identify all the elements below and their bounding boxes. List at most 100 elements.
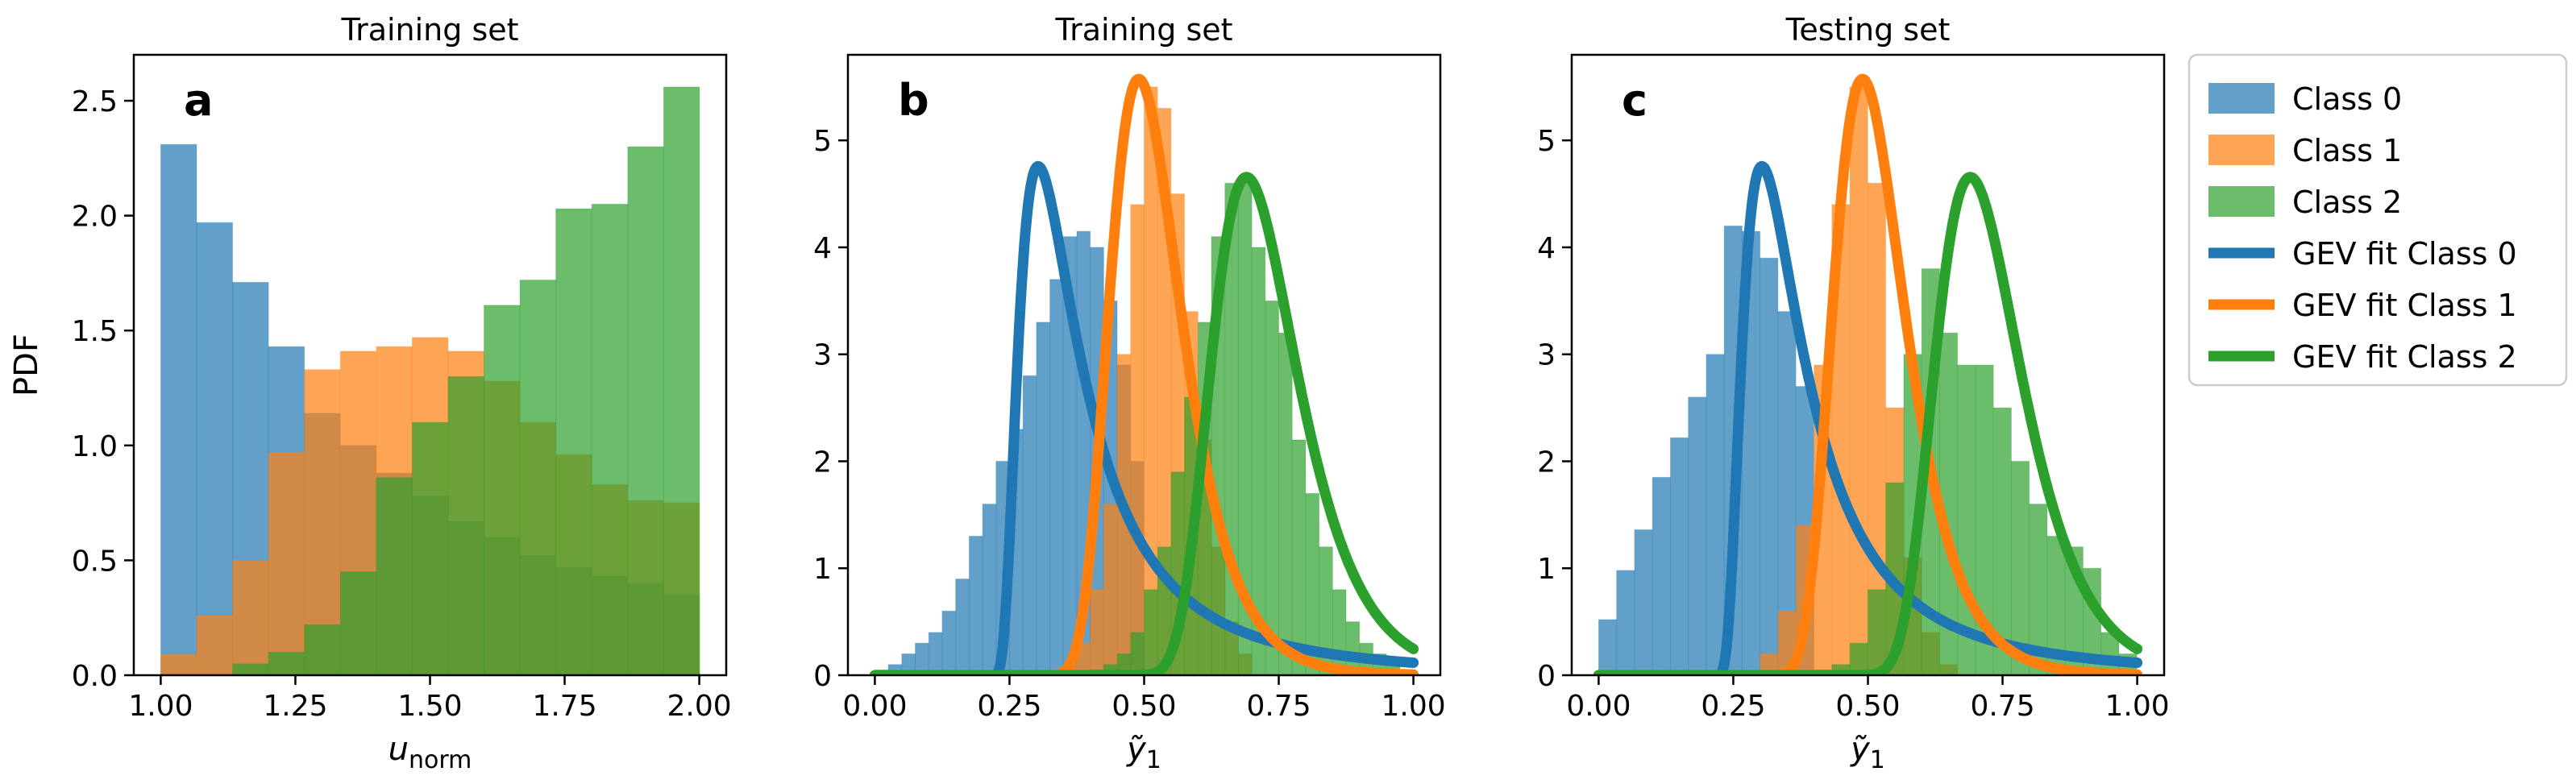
- legend: Class 0 Class 1 Class 2 GEV fit Class 0 GEV …: [2188, 53, 2568, 387]
- chart-title: Training set: [1054, 12, 1232, 48]
- x-tick-label: 1.00: [1381, 690, 1446, 723]
- y-tick-label: 5: [813, 125, 832, 158]
- bar-class-2-bin-10: [519, 279, 557, 675]
- histogram-class-2: [232, 86, 700, 675]
- bar-class-2-bin-7: [411, 421, 449, 675]
- y-tick-label: 3: [813, 339, 832, 372]
- chart-title: Testing set: [1785, 12, 1951, 48]
- bar-class-1-bin-5: [1130, 204, 1145, 675]
- y-tick-label: 0.5: [72, 545, 118, 578]
- x-tick-label: 0.75: [1970, 690, 2034, 723]
- x-axis-label: ỹ1: [1850, 731, 1885, 774]
- bar-class-2-bin-14: [663, 86, 700, 675]
- y-tick-label: 1.5: [72, 315, 118, 348]
- y-tick-label: 1.0: [72, 430, 118, 463]
- y-tick-label: 5: [1537, 125, 1556, 158]
- y-tick-label: 0: [813, 660, 832, 693]
- bar-class-1-bin-6: [1144, 86, 1158, 675]
- panel-c: 0.00 0.25 0.50 0.75 1.00 0 1 2 3 4 5 Testing set c ỹ1: [1537, 12, 2170, 774]
- bar-class-1-bin-1: [196, 615, 234, 675]
- bar-class-0-bin-2: [1634, 529, 1653, 675]
- legend-swatch: [2208, 83, 2275, 114]
- bar-class-0-bin-6: [1706, 354, 1725, 675]
- bar-class-0-bin-3: [1652, 476, 1671, 675]
- legend-label: GEV fit Class 2: [2292, 339, 2517, 375]
- x-tick-label: 0.50: [1111, 690, 1176, 723]
- x-tick-label: 0.25: [1701, 690, 1765, 723]
- x-tick-label: 1.75: [532, 690, 596, 723]
- legend-label: Class 1: [2292, 133, 2402, 168]
- bar-class-0-bin-8: [982, 504, 997, 675]
- bar-class-1-bin-4: [304, 369, 341, 675]
- bar-class-2-bin-9: [484, 305, 521, 675]
- bar-class-0-bin-11: [1022, 375, 1037, 675]
- bar-class-2-bin-18: [1332, 589, 1347, 675]
- legend-label: GEV fit Class 1: [2292, 288, 2517, 323]
- bar-class-0-bin-13: [1049, 279, 1064, 675]
- y-tick-label: 2: [1537, 446, 1556, 479]
- legend-label: GEV fit Class 0: [2292, 236, 2517, 272]
- bar-class-1-bin-3: [1103, 504, 1118, 675]
- bar-class-2-bin-4: [304, 624, 341, 675]
- legend-label: Class 2: [2292, 185, 2402, 220]
- gev-fit-class-1: [869, 73, 1419, 675]
- bar-class-2-bin-14: [1278, 332, 1293, 675]
- x-tick-label: 0.75: [1246, 690, 1311, 723]
- bar-class-2-bin-13: [627, 146, 664, 675]
- x-tick-label: 0.50: [1835, 690, 1900, 723]
- bar-class-2-bin-11: [555, 208, 592, 675]
- bar-class-2-bin-4: [1144, 589, 1158, 675]
- legend-swatch: [2208, 135, 2275, 165]
- legend-label: Class 0: [2292, 81, 2402, 117]
- bar-class-0-bin-4: [928, 632, 943, 675]
- bar-class-2-bin-3: [1130, 632, 1145, 675]
- panel-a: 1.00 1.25 1.50 1.75 2.00 0.0 0.5 1.0 1.5 2.0 2.5 Tr…: [8, 12, 732, 774]
- x-axis-label: unorm: [388, 731, 472, 774]
- x-tick-label: 2.00: [667, 690, 732, 723]
- bar-class-2-bin-3: [268, 651, 305, 675]
- bar-class-0-bin-6: [955, 579, 970, 675]
- y-tick-label: 2: [813, 446, 832, 479]
- bar-class-2-bin-12: [591, 203, 629, 675]
- y-tick-label: 2.5: [72, 85, 118, 118]
- y-tick-label: 0.0: [72, 660, 118, 693]
- x-tick-label: 1.00: [128, 690, 193, 723]
- bar-class-0-bin-7: [968, 535, 983, 675]
- y-tick-label: 3: [1537, 339, 1556, 372]
- gev-fit-class-1: [1593, 73, 2143, 675]
- bar-class-2-bin-13: [1265, 300, 1280, 675]
- histogram-class-0: [1598, 225, 1814, 675]
- bar-class-0-bin-5: [1688, 396, 1707, 675]
- panel-label: a: [184, 75, 213, 126]
- bar-class-2-bin-3: [1867, 589, 1887, 675]
- x-tick-label: 1.25: [263, 690, 327, 723]
- bar-class-1-bin-0: [160, 653, 197, 675]
- bar-class-0-bin-1: [1616, 570, 1635, 675]
- y-tick-label: 4: [813, 232, 832, 265]
- chart-title: Training set: [340, 12, 518, 48]
- y-tick-label: 4: [1537, 232, 1556, 265]
- panel-label: b: [898, 75, 929, 126]
- y-tick-label: 1: [813, 553, 832, 586]
- x-tick-label: 1.50: [397, 690, 462, 723]
- bar-class-1-bin-2: [1090, 589, 1104, 675]
- x-axis-label: ỹ1: [1126, 731, 1161, 774]
- bar-class-2-bin-6: [376, 477, 413, 675]
- bar-class-0-bin-9: [1760, 257, 1779, 675]
- bar-class-1-bin-5: [1849, 86, 1868, 675]
- gev-fit-class-0: [869, 160, 1419, 675]
- legend-frame: [2188, 53, 2568, 387]
- bar-class-0-bin-1: [196, 222, 234, 675]
- bar-class-1-bin-2: [232, 559, 269, 675]
- gev-fit-class-0: [1593, 160, 2143, 675]
- bar-class-0-bin-0: [160, 143, 197, 675]
- histogram-class-2: [1090, 182, 1415, 675]
- bar-class-0-bin-5: [941, 610, 957, 675]
- y-tick-label: 0: [1537, 660, 1556, 693]
- bar-class-2-bin-8: [447, 375, 485, 675]
- panel-label: c: [1622, 75, 1647, 126]
- bar-class-0-bin-12: [1036, 321, 1051, 675]
- bar-class-2-bin-2: [232, 663, 269, 675]
- bar-class-0-bin-0: [1598, 619, 1618, 675]
